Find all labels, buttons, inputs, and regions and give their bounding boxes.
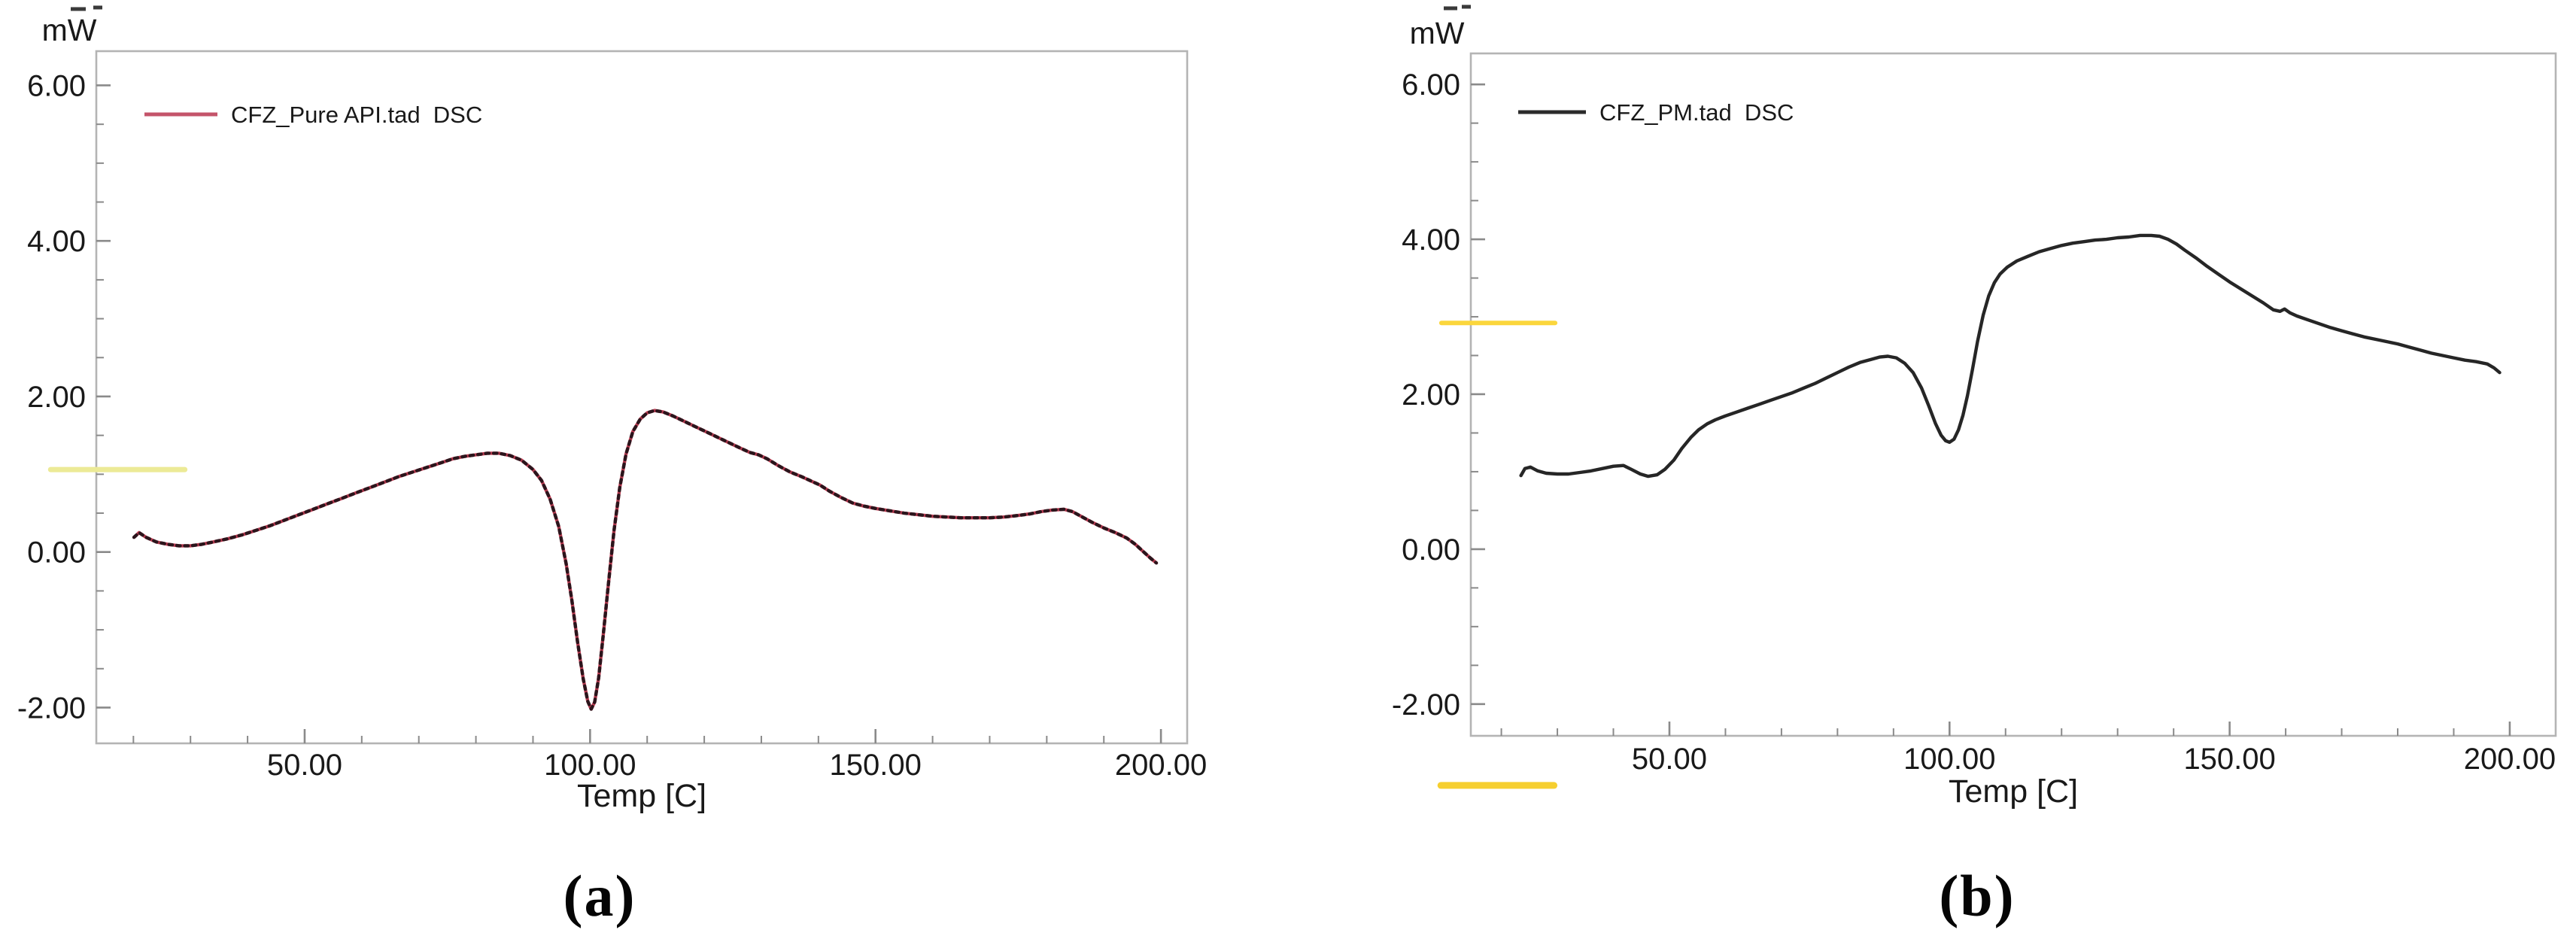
plot-frame: [95, 50, 1189, 745]
y-axis-tick-label: 4.00: [1402, 223, 1460, 257]
x-axis-title: Temp [C]: [577, 778, 706, 814]
y-axis-unit-label: mW: [1410, 16, 1465, 50]
y-axis-tick-label: 6.00: [1402, 68, 1460, 102]
x-axis-tick-label: 100.00: [544, 749, 636, 782]
plot-frame: [1469, 52, 2557, 737]
panel-caption-b: (b): [1939, 863, 2016, 928]
x-axis-tick-label: 150.00: [830, 749, 922, 782]
panel-caption-a: (a): [563, 863, 636, 928]
y-axis-tick-label: 0.00: [27, 536, 86, 570]
legend-label: CFZ_Pure API.tad DSC: [231, 102, 482, 128]
y-axis-unit-label: mW: [42, 13, 97, 47]
dsc-curve: [1519, 233, 2502, 479]
y-axis-tick-label: -2.00: [1392, 688, 1460, 722]
y-axis-tick-label: 2.00: [27, 381, 86, 414]
dsc-curve-datapoint-dots: [132, 409, 1159, 711]
y-axis-tick-label: 6.00: [27, 69, 86, 102]
y-axis-tick-label: -2.00: [17, 691, 86, 725]
x-axis-tick-label: 200.00: [2464, 743, 2556, 776]
y-axis-tick-label: 2.00: [1402, 378, 1460, 412]
dsc-curve: [132, 409, 1159, 711]
x-axis-tick-label: 50.00: [1632, 743, 1707, 776]
x-axis-tick-label: 200.00: [1115, 749, 1207, 782]
x-axis-tick-label: 100.00: [1903, 743, 1995, 776]
x-axis-title: Temp [C]: [1949, 773, 2078, 810]
legend-label: CFZ_PM.tad DSC: [1599, 99, 1794, 126]
x-axis-tick-label: 50.00: [267, 749, 342, 782]
x-axis-tick-label: 150.00: [2183, 743, 2275, 776]
y-axis-tick-label: 4.00: [27, 225, 86, 258]
dsc-chart-physical-mixture: 50.00 100.00 150.00 200.00 6.00 4.00 2.00 0.00 -…: [1392, 5, 2557, 810]
dsc-chart-pure-api: 50.00 100.00 150.00 200.00 6.00 4.00 2.00 0.00 -…: [17, 5, 1207, 814]
y-axis-tick-label: 0.00: [1402, 533, 1460, 567]
